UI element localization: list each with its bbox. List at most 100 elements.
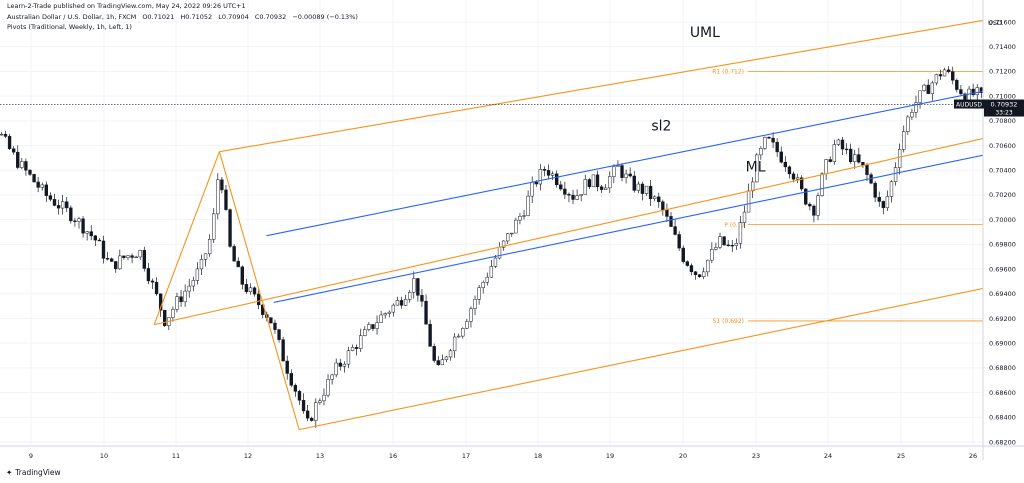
candle: [481, 280, 485, 294]
line-uml: [219, 12, 1024, 153]
candle-body: [542, 168, 547, 171]
candle: [40, 182, 44, 191]
chart-grid: [0, 0, 983, 445]
candle: [273, 319, 277, 334]
pivot-label: R1 (0.712): [712, 69, 744, 76]
candle-body: [150, 280, 155, 283]
candle: [105, 251, 110, 261]
symbol-tag-text: AUDUSD: [956, 102, 982, 109]
candle: [322, 388, 326, 406]
candle: [24, 158, 28, 176]
indicator-legend[interactable]: Pivots (Traditional, Weekly, 1h, Left, 1…: [7, 23, 132, 31]
candle: [109, 257, 114, 262]
time-axis[interactable]: 9 10 11 12 13 16 17 18 19 20 23 24 25 26: [0, 445, 1024, 460]
candle: [473, 295, 477, 316]
candle: [387, 310, 391, 318]
candle-body: [738, 222, 743, 244]
candle: [142, 246, 146, 272]
candle-body: [273, 322, 277, 330]
candle-body: [465, 321, 469, 329]
tradingview-brand[interactable]: ✦ TradingView: [6, 468, 61, 477]
candle: [432, 343, 436, 363]
candle: [93, 234, 97, 246]
candle-body: [550, 173, 555, 176]
candle-body: [138, 250, 142, 258]
candle: [510, 232, 514, 237]
candle: [926, 79, 930, 94]
candle-body: [893, 167, 898, 182]
candle-body: [440, 359, 445, 366]
candle: [522, 209, 526, 220]
candle-body: [759, 148, 763, 156]
candle: [828, 156, 832, 163]
candle: [318, 398, 322, 406]
candle: [457, 333, 461, 338]
candle: [718, 232, 722, 250]
candle: [428, 319, 432, 347]
x-tick-label: 10: [100, 452, 108, 460]
candle: [914, 95, 918, 118]
candle-body: [485, 276, 489, 283]
candle: [873, 180, 877, 203]
candle: [158, 293, 163, 317]
candle-body: [897, 149, 902, 168]
candle: [612, 164, 616, 184]
ohlc-close: C0.70932: [254, 13, 287, 21]
candle: [424, 294, 428, 325]
candle: [36, 176, 40, 193]
candle: [126, 255, 130, 261]
y-tick-label: 0.68400: [989, 414, 1016, 422]
candle: [559, 180, 563, 191]
candle-body: [203, 253, 208, 260]
candle-body: [301, 400, 306, 412]
candle-body: [40, 184, 44, 188]
candle: [555, 170, 559, 188]
candle-body: [163, 310, 167, 326]
candle: [624, 169, 628, 184]
candle: [187, 278, 191, 298]
candle-body: [481, 282, 485, 288]
candle: [465, 318, 469, 330]
candle-body: [240, 266, 244, 285]
candle-body: [342, 363, 347, 367]
candle-body: [681, 247, 685, 262]
candle-body: [363, 329, 367, 336]
candle-body: [65, 201, 69, 209]
candle: [885, 190, 890, 211]
candle: [342, 361, 347, 373]
candle: [452, 333, 457, 358]
candle-body: [269, 317, 273, 324]
candle-body: [755, 154, 759, 183]
candle-body: [902, 131, 906, 150]
candle: [714, 242, 718, 251]
candle-body: [256, 293, 261, 306]
candle-body: [126, 255, 130, 258]
candle-body: [424, 301, 428, 325]
symbol-description[interactable]: Australian Dollar / U.S. Dollar, 1h, FXC…: [7, 13, 137, 21]
candle-body: [697, 274, 702, 278]
candle-body: [371, 324, 375, 329]
candle-body: [673, 226, 677, 235]
candle-body: [555, 173, 559, 186]
candle-body: [220, 179, 224, 191]
candle-body: [314, 402, 318, 421]
y-tick-label: 0.68600: [989, 389, 1016, 397]
candle: [240, 265, 244, 290]
candle: [461, 327, 465, 339]
candle: [853, 149, 857, 169]
candle-body: [808, 203, 812, 207]
candle-body: [685, 261, 690, 266]
candle-body: [412, 278, 416, 293]
candle-body: [473, 299, 477, 309]
x-tick-label: 24: [824, 452, 832, 460]
candle: [685, 260, 690, 267]
candle-body: [350, 347, 355, 351]
candle: [571, 189, 575, 205]
candle: [857, 147, 861, 164]
candle-body: [591, 174, 596, 188]
candle: [628, 167, 632, 178]
candle: [60, 194, 65, 215]
